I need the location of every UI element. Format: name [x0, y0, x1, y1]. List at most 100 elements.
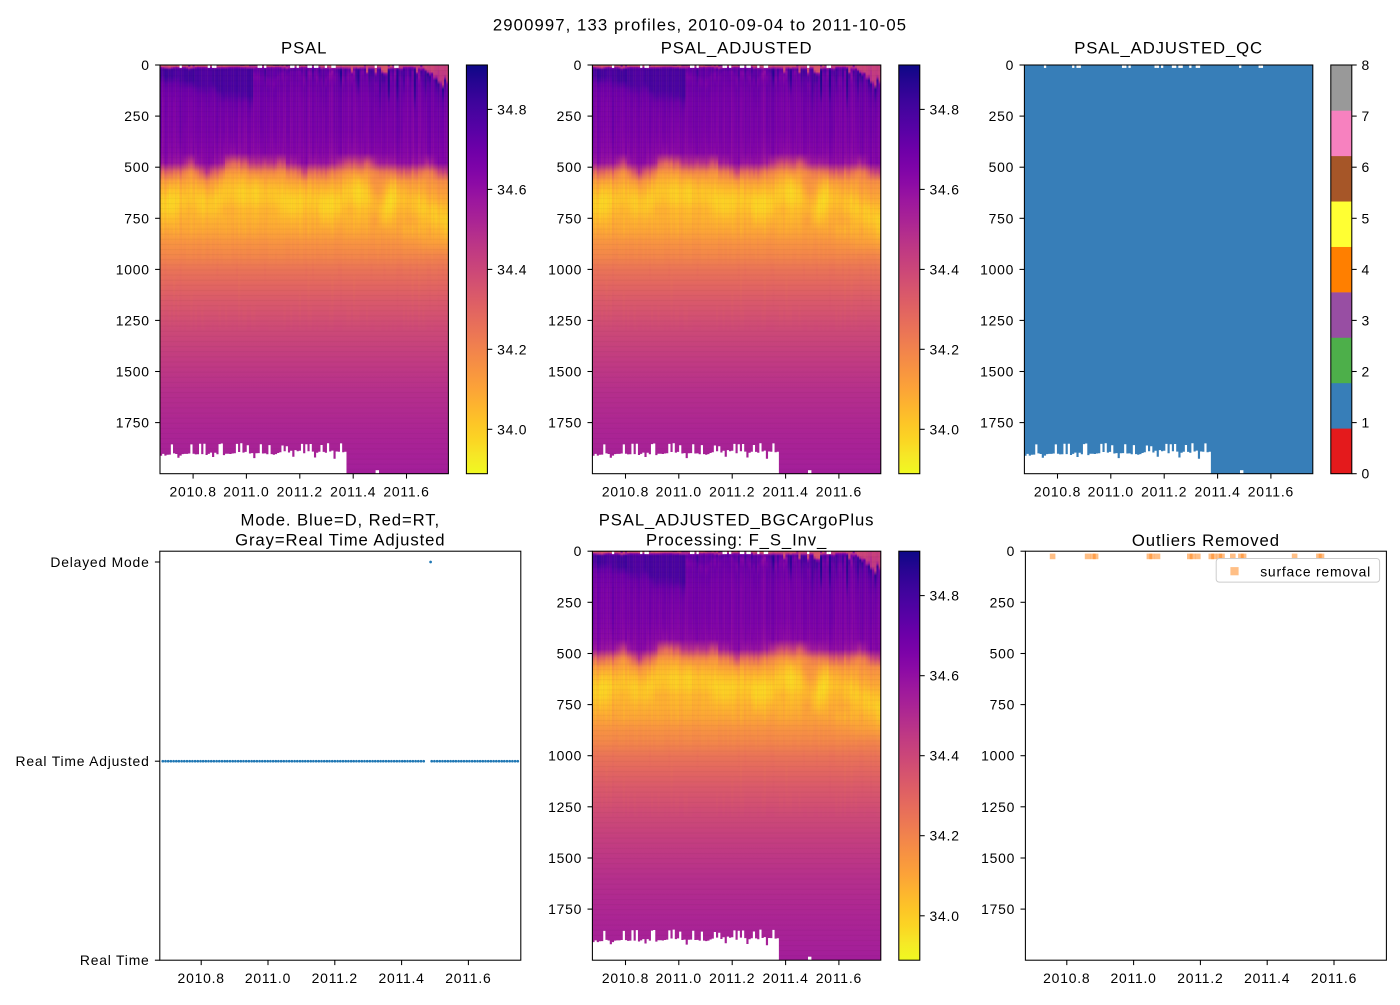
svg-text:2011.6: 2011.6 [445, 970, 491, 986]
svg-text:500: 500 [989, 159, 1015, 175]
svg-text:2011.0: 2011.0 [656, 970, 702, 986]
svg-text:0: 0 [1007, 543, 1016, 559]
svg-text:750: 750 [557, 697, 583, 713]
svg-text:750: 750 [124, 210, 150, 226]
svg-text:2011.0: 2011.0 [1110, 970, 1156, 986]
svg-text:250: 250 [124, 108, 150, 124]
svg-text:surface removal: surface removal [1260, 564, 1371, 580]
svg-text:1250: 1250 [548, 799, 582, 815]
svg-text:7: 7 [1362, 108, 1371, 124]
svg-text:PSAL: PSAL [281, 39, 327, 58]
svg-text:1750: 1750 [548, 415, 582, 431]
svg-text:750: 750 [990, 697, 1016, 713]
svg-text:2010.8: 2010.8 [169, 483, 216, 499]
svg-text:Mode. Blue=D, Red=RT,: Mode. Blue=D, Red=RT, [241, 510, 440, 529]
svg-text:Gray=Real Time Adjusted: Gray=Real Time Adjusted [235, 530, 445, 549]
svg-text:1250: 1250 [116, 312, 150, 328]
svg-text:1750: 1750 [980, 415, 1014, 431]
svg-text:2: 2 [1362, 364, 1371, 380]
svg-text:2011.6: 2011.6 [1248, 483, 1294, 499]
svg-text:34.0: 34.0 [930, 908, 960, 924]
svg-text:2011.4: 2011.4 [1194, 483, 1240, 499]
svg-text:6: 6 [1362, 159, 1371, 175]
svg-text:2011.4: 2011.4 [762, 970, 808, 986]
svg-text:1000: 1000 [980, 261, 1014, 277]
svg-text:34.2: 34.2 [930, 341, 960, 357]
svg-text:34.8: 34.8 [497, 101, 527, 117]
svg-text:1000: 1000 [116, 261, 150, 277]
svg-text:1750: 1750 [548, 901, 582, 917]
svg-text:2010.8: 2010.8 [602, 970, 649, 986]
svg-text:PSAL_ADJUSTED_BGCArgoPlus: PSAL_ADJUSTED_BGCArgoPlus [599, 510, 875, 529]
svg-text:2011.0: 2011.0 [223, 483, 269, 499]
svg-text:2011.6: 2011.6 [383, 483, 429, 499]
svg-text:1250: 1250 [981, 799, 1015, 815]
svg-text:1000: 1000 [548, 261, 582, 277]
svg-text:34.6: 34.6 [930, 181, 960, 197]
svg-text:Delayed Mode: Delayed Mode [50, 554, 149, 570]
svg-text:34.2: 34.2 [497, 341, 527, 357]
svg-text:2011.4: 2011.4 [1244, 970, 1290, 986]
svg-text:750: 750 [557, 210, 583, 226]
svg-text:2010.8: 2010.8 [1043, 970, 1090, 986]
svg-text:2011.6: 2011.6 [1311, 970, 1357, 986]
svg-text:1750: 1750 [981, 901, 1015, 917]
svg-text:1500: 1500 [981, 850, 1015, 866]
svg-text:500: 500 [557, 159, 583, 175]
svg-text:8: 8 [1362, 57, 1371, 73]
svg-text:750: 750 [989, 210, 1015, 226]
svg-text:3: 3 [1362, 312, 1371, 328]
svg-text:2011.4: 2011.4 [762, 483, 808, 499]
svg-text:34.8: 34.8 [930, 588, 960, 604]
svg-text:0: 0 [1006, 57, 1015, 73]
svg-text:500: 500 [990, 646, 1016, 662]
svg-text:2011.0: 2011.0 [245, 970, 291, 986]
svg-text:5: 5 [1362, 210, 1371, 226]
svg-text:500: 500 [124, 159, 150, 175]
svg-text:34.4: 34.4 [930, 748, 960, 764]
svg-text:1500: 1500 [116, 364, 150, 380]
svg-text:250: 250 [557, 108, 583, 124]
svg-text:1000: 1000 [981, 748, 1015, 764]
svg-text:2011.0: 2011.0 [1088, 483, 1134, 499]
svg-text:Outliers Removed: Outliers Removed [1132, 531, 1280, 550]
svg-text:1500: 1500 [980, 364, 1014, 380]
svg-text:250: 250 [557, 594, 583, 610]
svg-text:1250: 1250 [980, 312, 1014, 328]
svg-text:2010.8: 2010.8 [602, 483, 649, 499]
svg-text:4: 4 [1362, 261, 1371, 277]
svg-text:2011.0: 2011.0 [656, 483, 702, 499]
svg-text:2011.2: 2011.2 [709, 970, 755, 986]
svg-text:Real Time: Real Time [80, 952, 150, 968]
svg-text:2010.8: 2010.8 [1034, 483, 1081, 499]
svg-text:Processing: F_S_Inv_: Processing: F_S_Inv_ [646, 530, 827, 549]
svg-text:1: 1 [1362, 415, 1371, 431]
svg-text:34.4: 34.4 [497, 261, 527, 277]
svg-text:34.6: 34.6 [930, 668, 960, 684]
svg-text:0: 0 [574, 57, 583, 73]
svg-text:2900997, 133 profiles, 2010-09: 2900997, 133 profiles, 2010-09-04 to 201… [493, 16, 907, 35]
svg-text:250: 250 [989, 108, 1015, 124]
svg-text:250: 250 [990, 594, 1016, 610]
svg-text:34.4: 34.4 [930, 261, 960, 277]
svg-text:2011.2: 2011.2 [709, 483, 755, 499]
svg-text:34.2: 34.2 [930, 828, 960, 844]
svg-text:34.0: 34.0 [930, 421, 960, 437]
svg-text:1250: 1250 [548, 312, 582, 328]
svg-text:34.0: 34.0 [497, 421, 527, 437]
svg-text:2011.2: 2011.2 [277, 483, 323, 499]
svg-text:2011.2: 2011.2 [1177, 970, 1223, 986]
svg-text:1000: 1000 [548, 748, 582, 764]
svg-text:1500: 1500 [548, 850, 582, 866]
svg-text:2011.4: 2011.4 [378, 970, 424, 986]
svg-text:2011.6: 2011.6 [816, 483, 862, 499]
svg-text:2011.6: 2011.6 [816, 970, 862, 986]
svg-text:1500: 1500 [548, 364, 582, 380]
svg-text:0: 0 [574, 543, 583, 559]
svg-text:2010.8: 2010.8 [178, 970, 225, 986]
svg-text:2011.2: 2011.2 [312, 970, 358, 986]
svg-text:PSAL_ADJUSTED_QC: PSAL_ADJUSTED_QC [1074, 39, 1263, 58]
svg-text:34.8: 34.8 [930, 101, 960, 117]
svg-text:34.6: 34.6 [497, 181, 527, 197]
svg-text:0: 0 [141, 57, 150, 73]
